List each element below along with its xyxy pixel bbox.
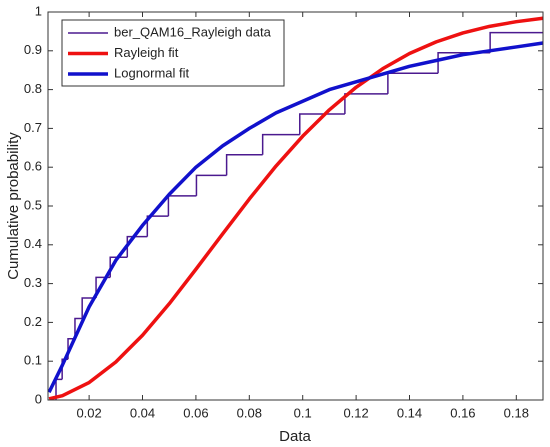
step-segment [195, 174, 227, 196]
x-tick-label: 0.08 [237, 405, 262, 420]
y-tick-label: 0.8 [24, 81, 42, 96]
y-tick-label: 0.6 [24, 159, 42, 174]
step-segment [225, 154, 263, 176]
y-tick-label: 1 [35, 3, 42, 18]
y-tick-label: 0.4 [24, 236, 42, 251]
x-tick-label: 0.16 [450, 405, 475, 420]
y-tick-label: 0 [35, 391, 42, 406]
y-tick-label: 0.2 [24, 314, 42, 329]
x-tick-label: 0.1 [294, 405, 312, 420]
y-tick-label: 0.1 [24, 353, 42, 368]
y-tick-label: 0.3 [24, 275, 42, 290]
x-tick-label: 0.18 [504, 405, 529, 420]
y-axis-label: Cumulative probability [5, 132, 22, 280]
step-segment [126, 235, 148, 258]
x-tick-label: 0.06 [183, 405, 208, 420]
fit-line [48, 16, 544, 401]
step-segment [344, 93, 388, 115]
y-tick-label: 0.9 [24, 42, 42, 57]
legend-label: Rayleigh fit [114, 45, 179, 60]
x-tick-label: 0.04 [130, 405, 155, 420]
x-tick-label: 0.12 [343, 405, 368, 420]
legend-label: ber_QAM16_Rayleigh data [114, 24, 272, 39]
step-segment [299, 113, 345, 135]
legend-label: Lognormal fit [114, 65, 190, 80]
step-segment [146, 215, 169, 237]
x-tick-label: 0.02 [76, 405, 101, 420]
plot-frame [47, 11, 544, 401]
y-tick-label: 0.7 [24, 120, 42, 135]
fit-line [47, 41, 544, 394]
x-tick-label: 0.14 [397, 405, 422, 420]
step-segment [489, 31, 543, 53]
step-segment [74, 317, 83, 339]
y-tick-label: 0.5 [24, 197, 42, 212]
x-axis-label: Data [279, 428, 311, 445]
step-segment [81, 297, 97, 319]
step-segment [261, 133, 300, 155]
